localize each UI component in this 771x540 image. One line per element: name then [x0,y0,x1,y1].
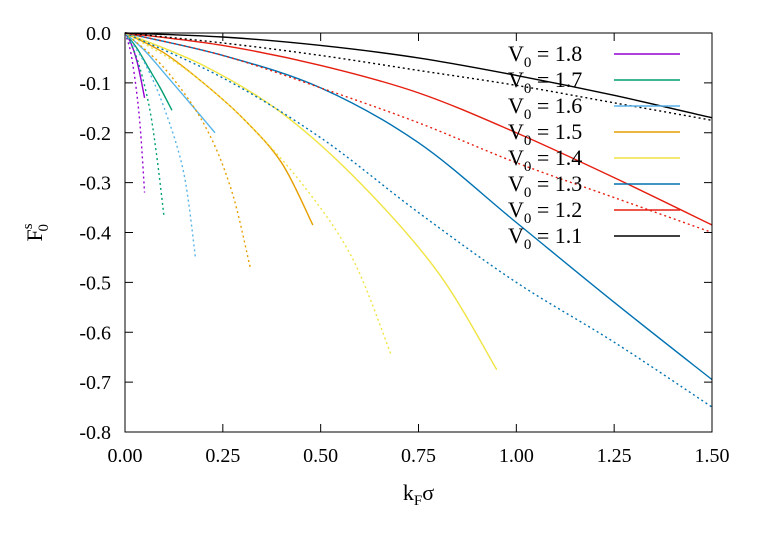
legend-label: V0 = 1.7 [508,67,582,97]
x-tick-label: 1.00 [499,445,534,467]
x-tick-label: 0.25 [205,445,240,467]
legend: V0 = 1.8V0 = 1.7V0 = 1.6V0 = 1.5V0 = 1.4… [508,41,680,253]
series-012-dotted [124,32,713,234]
y-tick-label: -0.8 [79,422,111,444]
x-tick-label: 1.50 [695,445,730,467]
x-tick-label: 0.50 [303,445,338,467]
legend-label: V0 = 1.6 [508,93,582,123]
x-tick-label: 0.00 [108,445,143,467]
y-tick-label: -0.2 [79,123,111,145]
plot-lines [124,32,713,408]
y-tick-label: -0.6 [79,322,111,344]
y-tick-label: -0.3 [79,173,111,195]
legend-label: V0 = 1.2 [508,197,582,227]
x-tick-label: 0.75 [401,445,436,467]
series-018-dotted [124,32,146,193]
y-tick-label: -0.4 [79,223,111,245]
legend-label: V0 = 1.3 [508,171,582,201]
axis-ticks [124,32,713,433]
series-014-dotted [124,32,392,355]
series-016-dotted [124,32,197,258]
legend-label: V0 = 1.1 [508,223,582,253]
series-017-line [124,32,173,111]
legend-label: V0 = 1.4 [508,145,582,175]
legend-label: V0 = 1.5 [508,119,582,149]
series-013-line [124,32,713,381]
series-016-line [124,32,216,134]
y-tick-label: -0.7 [79,372,111,394]
series-011-line [124,32,713,119]
x-axis-label: kFσ [403,480,434,509]
series-014-line [124,32,498,371]
series-015-dotted [124,32,251,268]
y-tick-label: -0.1 [79,73,111,95]
series-013-dotted [124,32,713,408]
x-tick-label: 1.25 [597,445,632,467]
y-tick-label: -0.5 [79,272,111,294]
series-012-line [124,32,713,226]
y-axis-label: Fs0 [20,223,52,241]
series-018-line [124,32,146,98]
legend-label: V0 = 1.8 [508,41,582,71]
y-tick-label: 0.0 [86,23,111,45]
series-011-dotted [124,32,713,121]
tick-labels: 0.00 0.25 0.50 0.75 1.00 1.25 1.50 0.0 -0.1 -0.2 -… [79,23,729,467]
